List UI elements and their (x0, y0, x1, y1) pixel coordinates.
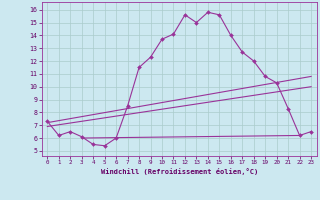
X-axis label: Windchill (Refroidissement éolien,°C): Windchill (Refroidissement éolien,°C) (100, 168, 258, 175)
